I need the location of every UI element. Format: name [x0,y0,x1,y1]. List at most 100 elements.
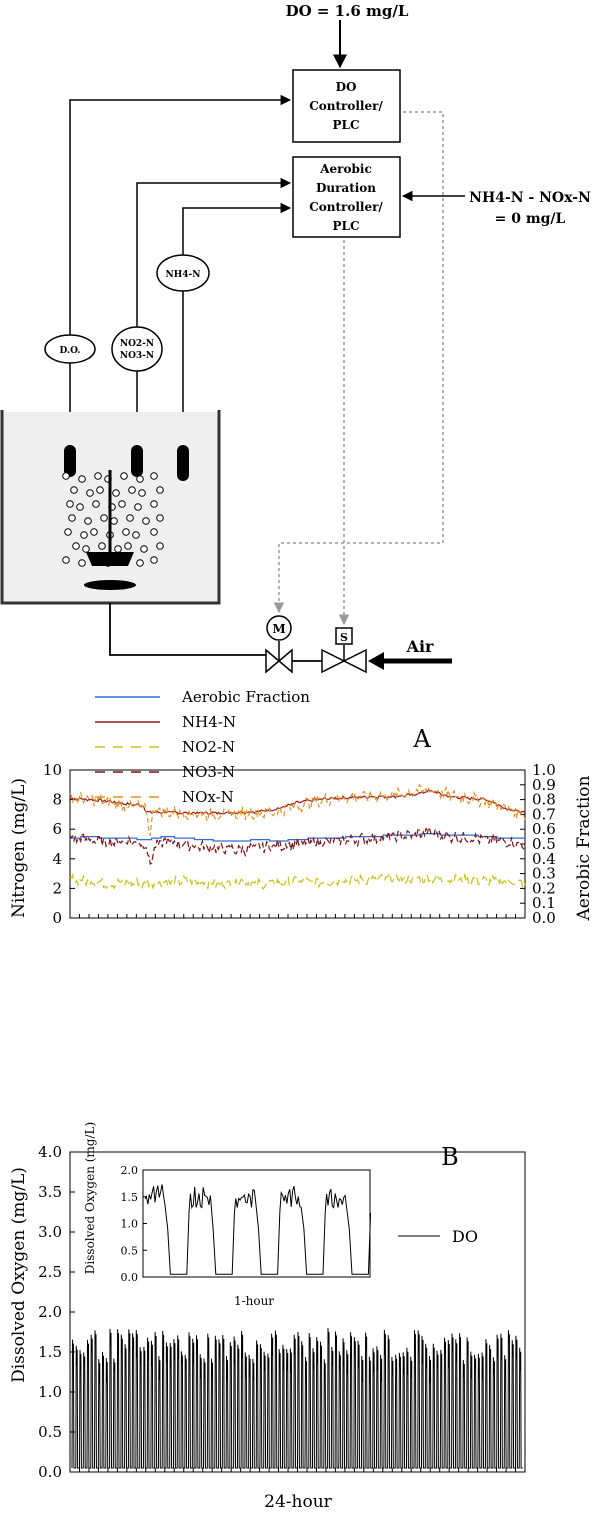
series-line-do [71,1328,523,1469]
y-tick-label-a: 10 [43,761,62,779]
legend-label-1: NH4-N [182,713,236,731]
y2-axis-label-a: Aerobic Fraction [574,775,594,921]
bubble [136,475,144,483]
y2-tick-label-a: 0.3 [532,865,556,883]
y-tick-label-a: 2 [52,879,62,897]
do-setpoint-label: DO = 1.6 mg/L [286,2,409,20]
nox-probe [131,445,143,477]
process-diagram: DO = 1.6 mg/L DO Controller/ PLC Aerobic… [0,2,591,674]
bubble [72,542,80,550]
bubble [126,514,134,522]
air-inlet-arrowhead [368,652,384,670]
bubble [100,514,108,522]
do-controller-line2: Controller/ [309,99,383,113]
legend-a: Aerobic Fraction NH4-N NO2-N NO3-N NOx-N [95,688,310,806]
valve-m-actuator [266,615,292,641]
y-tick-label-a: 4 [52,850,62,868]
bubble [70,486,78,494]
y-tick-label-b: 4.0 [38,1143,62,1161]
y-tick-label-a: 0 [52,909,62,927]
aerobic-controller-line2: Duration [316,181,376,195]
bubble [150,528,158,536]
bubble [82,545,90,553]
bubble [80,531,88,539]
nh4-sensor [156,254,210,292]
y-tick-label-a: 8 [52,791,62,809]
aerobic-controller-line4: PLC [332,219,359,233]
bubble [118,500,126,508]
bubble [92,500,100,508]
bubble [84,517,92,525]
inset-y-tick-label: 0.0 [121,1271,139,1284]
nh4-setpoint-line2: = 0 mg/L [495,211,566,227]
inset-chart: 0.0 0.5 1.0 1.5 2.0 [121,1164,372,1284]
bubble [64,528,72,536]
x-axis-label-b: 24-hour [264,1492,333,1512]
series-line-no2-n [69,870,526,891]
bubble [98,542,106,550]
inset-series-line [144,1184,372,1275]
do-probe [64,445,76,477]
bubble [124,542,132,550]
valve-m-label: M [272,622,285,636]
bubble [86,489,94,497]
plot-area-a: 0 2 4 6 8 10 0.00.10.20.30.40.50.60.70.80.91.0 [43,761,556,927]
y-tick-label-b: 1.5 [38,1343,62,1361]
y2-tick-label-a: 0.7 [532,805,556,823]
bubble [78,475,86,483]
inset-y-tick-label: 1.0 [121,1218,139,1231]
y2-tick-label-a: 0.9 [532,776,556,794]
y2-tick-label-a: 0.0 [532,909,556,927]
air-pipe [109,603,266,656]
nh4-probe [177,445,189,481]
y2-tick-label-a: 0.1 [532,894,556,912]
series-line-nox-n [69,783,526,836]
y2-tick-label-a: 0.4 [532,850,556,868]
y2-tick-label-a: 0.6 [532,820,556,838]
y-axis-label-a: Nitrogen (mg/L) [9,778,29,918]
legend-label-2: NO2-N [182,738,235,756]
chart-a: Aerobic Fraction NH4-N NO2-N NO3-N NOx-N A 0… [9,688,594,927]
bubble [128,486,136,494]
valve-s-right [342,648,367,674]
y2-tick-label-a: 1.0 [532,761,556,779]
bubble [76,503,84,511]
aerobic-controller-line1: Aerobic [319,162,372,176]
mixer-impeller [86,552,134,566]
bubble [134,503,142,511]
legend-label-3: NO3-N [182,763,235,781]
bubble [122,528,130,536]
bubble [150,500,158,508]
bubble [90,528,98,536]
inset-y-tick-label: 1.5 [121,1191,139,1204]
do-sensor-label: D.O. [59,346,80,356]
y-tick-label-b: 2.5 [38,1263,62,1281]
bubble [150,472,158,480]
y-tick-label-b: 3.5 [38,1183,62,1201]
inset-y-tick-label: 2.0 [121,1164,139,1177]
bubble [114,545,122,553]
bubble [62,556,70,564]
inset-x-axis-label: 1-hour [234,1294,274,1308]
legend-label-4: NOx-N [182,788,234,806]
bubble [66,500,74,508]
do-controller-line3: PLC [332,118,359,132]
y2-tick-label-a: 0.2 [532,879,556,897]
y-tick-label-b: 1.0 [38,1383,62,1401]
valve-m-left [265,648,281,674]
nox-sensor [111,326,163,372]
do-controller-line1: DO [336,80,357,94]
bubble [68,514,76,522]
do-signal-line [69,94,292,335]
legend-b-label: DO [452,1227,478,1246]
do-controller-box [292,69,401,143]
inset-frame [142,1169,371,1278]
nh4-setpoint-line1: NH4-N - NOx-N [469,190,591,206]
valve-s-actuator [335,627,353,645]
air-diffuser [84,580,136,590]
nox-signal-line [136,177,292,327]
bubble [94,472,102,480]
panel-a-label: A [412,725,431,753]
nh4-sensor-label: NH4-N [166,270,201,280]
